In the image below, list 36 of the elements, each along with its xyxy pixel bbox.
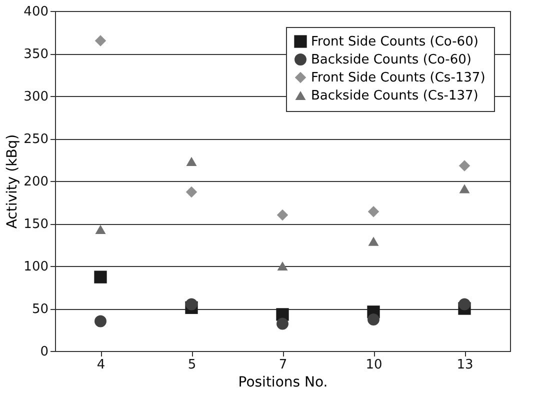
- point: [458, 298, 470, 310]
- y-tick-label: 400: [24, 4, 48, 20]
- x-tick-label: 4: [96, 358, 106, 372]
- point: [186, 298, 198, 310]
- y-tick-label: 0: [40, 344, 48, 360]
- y-tick-label: 200: [24, 174, 48, 190]
- x-axis-title: Positions No.: [238, 374, 328, 390]
- point: [276, 318, 288, 330]
- point: [368, 206, 380, 218]
- point: [459, 184, 470, 194]
- legend-label: Backside Counts (Cs-137): [311, 88, 478, 104]
- point: [186, 156, 197, 166]
- point: [458, 160, 470, 172]
- point: [94, 35, 106, 46]
- x-tick-label: 7: [278, 358, 288, 372]
- y-tick-label: 350: [24, 47, 48, 62]
- point: [94, 315, 106, 328]
- x-tick-label: 13: [456, 358, 474, 372]
- legend-label: Front Side Counts (Co-60): [311, 34, 478, 50]
- point: [276, 209, 288, 221]
- legend-label: Backside Counts (Co-60): [311, 52, 472, 68]
- y-tick-label: 300: [24, 90, 48, 104]
- point: [368, 314, 380, 326]
- y-tick-label: 50: [32, 302, 48, 317]
- x-tick-label: 10: [366, 358, 382, 372]
- y-tick-label: 150: [24, 217, 48, 232]
- y-axis-title: Activity (kBq): [4, 134, 21, 229]
- y-tick-label: 100: [24, 260, 48, 274]
- point: [95, 224, 106, 234]
- point: [368, 236, 379, 246]
- x-tick-label: 5: [188, 358, 196, 372]
- y-tick-label: 250: [24, 132, 48, 147]
- legend-label: Front Side Counts (Cs-137): [311, 70, 486, 86]
- point: [277, 261, 288, 271]
- point: [94, 270, 107, 284]
- point: [186, 186, 198, 198]
